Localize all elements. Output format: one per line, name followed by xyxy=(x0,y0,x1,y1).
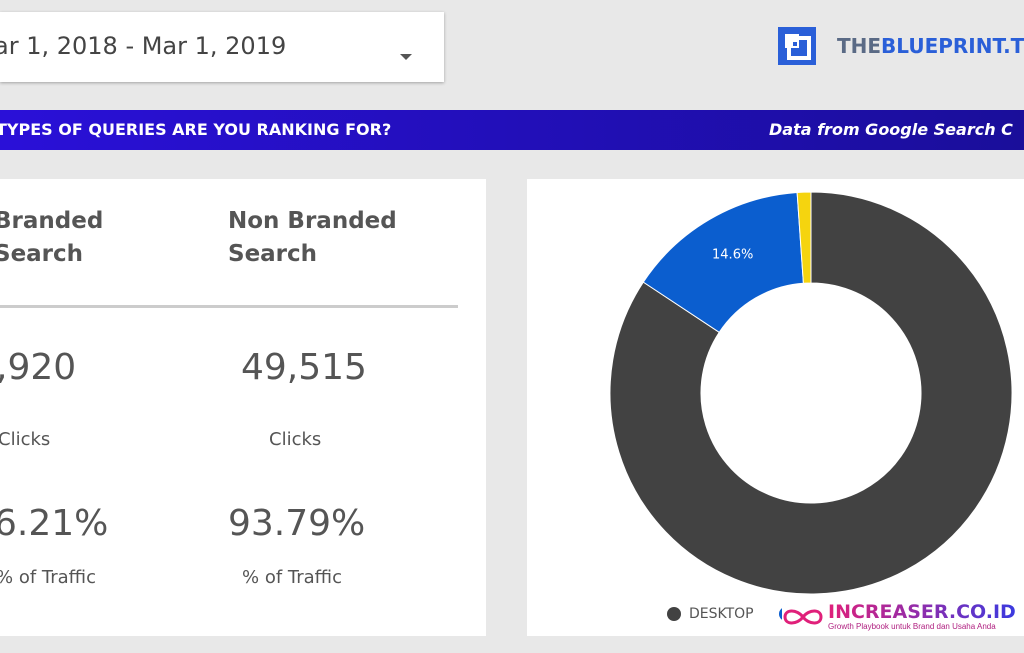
section-banner: TYPES OF QUERIES ARE YOU RANKING FOR? Da… xyxy=(0,110,1024,150)
date-range-dropdown[interactable]: ar 1, 2018 - Mar 1, 2019 xyxy=(0,12,444,82)
device-donut-chart: 84.3%14.6% xyxy=(609,191,1013,652)
banner-source: Data from Google Search C xyxy=(769,120,1013,139)
branded-share-label: % of Traffic xyxy=(0,567,96,588)
non-branded-share-label: % of Traffic xyxy=(242,567,342,588)
non-branded-heading: Non Branded Search xyxy=(228,208,397,267)
branded-heading: Branded Search xyxy=(0,208,104,267)
increaser-logo-icon xyxy=(783,609,823,625)
logo: THEBLUEPRINT.T xyxy=(777,26,1024,66)
watermark-tagline: Growth Playbook untuk Brand dan Usaha An… xyxy=(828,622,996,631)
slice-desktop[interactable] xyxy=(609,191,1013,595)
legend-dot xyxy=(667,607,681,621)
branded-share: 6.21% xyxy=(0,503,109,544)
chevron-down-icon xyxy=(400,54,412,60)
blueprint-logo-icon xyxy=(778,27,816,65)
legend-label: DESKTOP xyxy=(689,606,754,622)
non-branded-clicks: 49,515 xyxy=(241,347,367,388)
logo-text-a: THE xyxy=(837,34,882,58)
query-stats-card: Branded Search Non Branded Search ,920 49,… xyxy=(0,179,486,636)
divider xyxy=(0,305,458,308)
branded-clicks: ,920 xyxy=(0,347,77,388)
logo-text-b: BLUEPRINT.T xyxy=(881,34,1024,58)
non-branded-clicks-label: Clicks xyxy=(269,429,322,450)
watermark-title: INCREASER.CO.ID xyxy=(828,601,1016,623)
banner-title: TYPES OF QUERIES ARE YOU RANKING FOR? xyxy=(0,120,392,139)
legend-desktop[interactable]: DESKTOP xyxy=(667,606,754,622)
watermark: INCREASER.CO.ID Growth Playbook untuk Bra… xyxy=(782,602,1016,632)
date-range-value: ar 1, 2018 - Mar 1, 2019 xyxy=(0,32,287,60)
device-chart-card: 84.3%14.6% DESKTOP M xyxy=(527,179,1024,652)
branded-clicks-label: Clicks xyxy=(0,429,51,450)
slice-label: 14.6% xyxy=(712,248,753,263)
slice-other[interactable] xyxy=(796,191,812,284)
non-branded-share: 93.79% xyxy=(228,503,366,544)
